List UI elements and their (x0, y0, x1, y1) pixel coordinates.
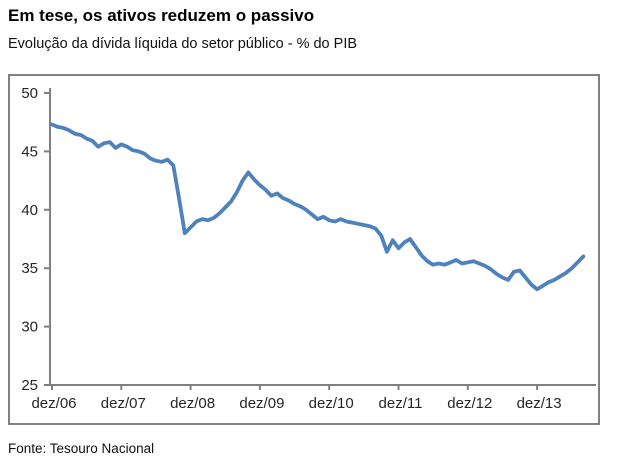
x-tick-label: dez/06 (31, 395, 76, 412)
y-tick-label: 30 (21, 319, 38, 336)
x-tick-label: dez/13 (517, 395, 562, 412)
debt-series-line (50, 122, 586, 292)
x-tick-label: dez/11 (379, 395, 423, 412)
source-note: Fonte: Tesouro Nacional (8, 441, 155, 456)
y-tick-label: 35 (21, 260, 38, 277)
y-tick-label: 40 (21, 202, 38, 219)
x-tick-label: dez/07 (101, 395, 146, 412)
page-subtitle: Evolução da dívida líquida do setor públ… (8, 36, 358, 52)
x-tick-label: dez/09 (239, 395, 284, 412)
chart-frame: 25 30 35 40 45 50 dez/06 dez/07 dez/08 dez/09 dez/… (8, 74, 600, 425)
x-tick-label: dez/12 (447, 395, 492, 412)
line-chart: 25 30 35 40 45 50 dez/06 dez/07 dez/08 dez/09 dez/… (21, 85, 596, 412)
x-tick-label: dez/10 (309, 395, 354, 412)
page-title: Em tese, os ativos reduzem o passivo (8, 6, 315, 25)
x-tick-label: dez/08 (170, 395, 215, 412)
y-tick-label: 45 (21, 143, 38, 160)
y-tick-label: 50 (21, 85, 38, 102)
y-tick-label: 25 (21, 377, 38, 394)
